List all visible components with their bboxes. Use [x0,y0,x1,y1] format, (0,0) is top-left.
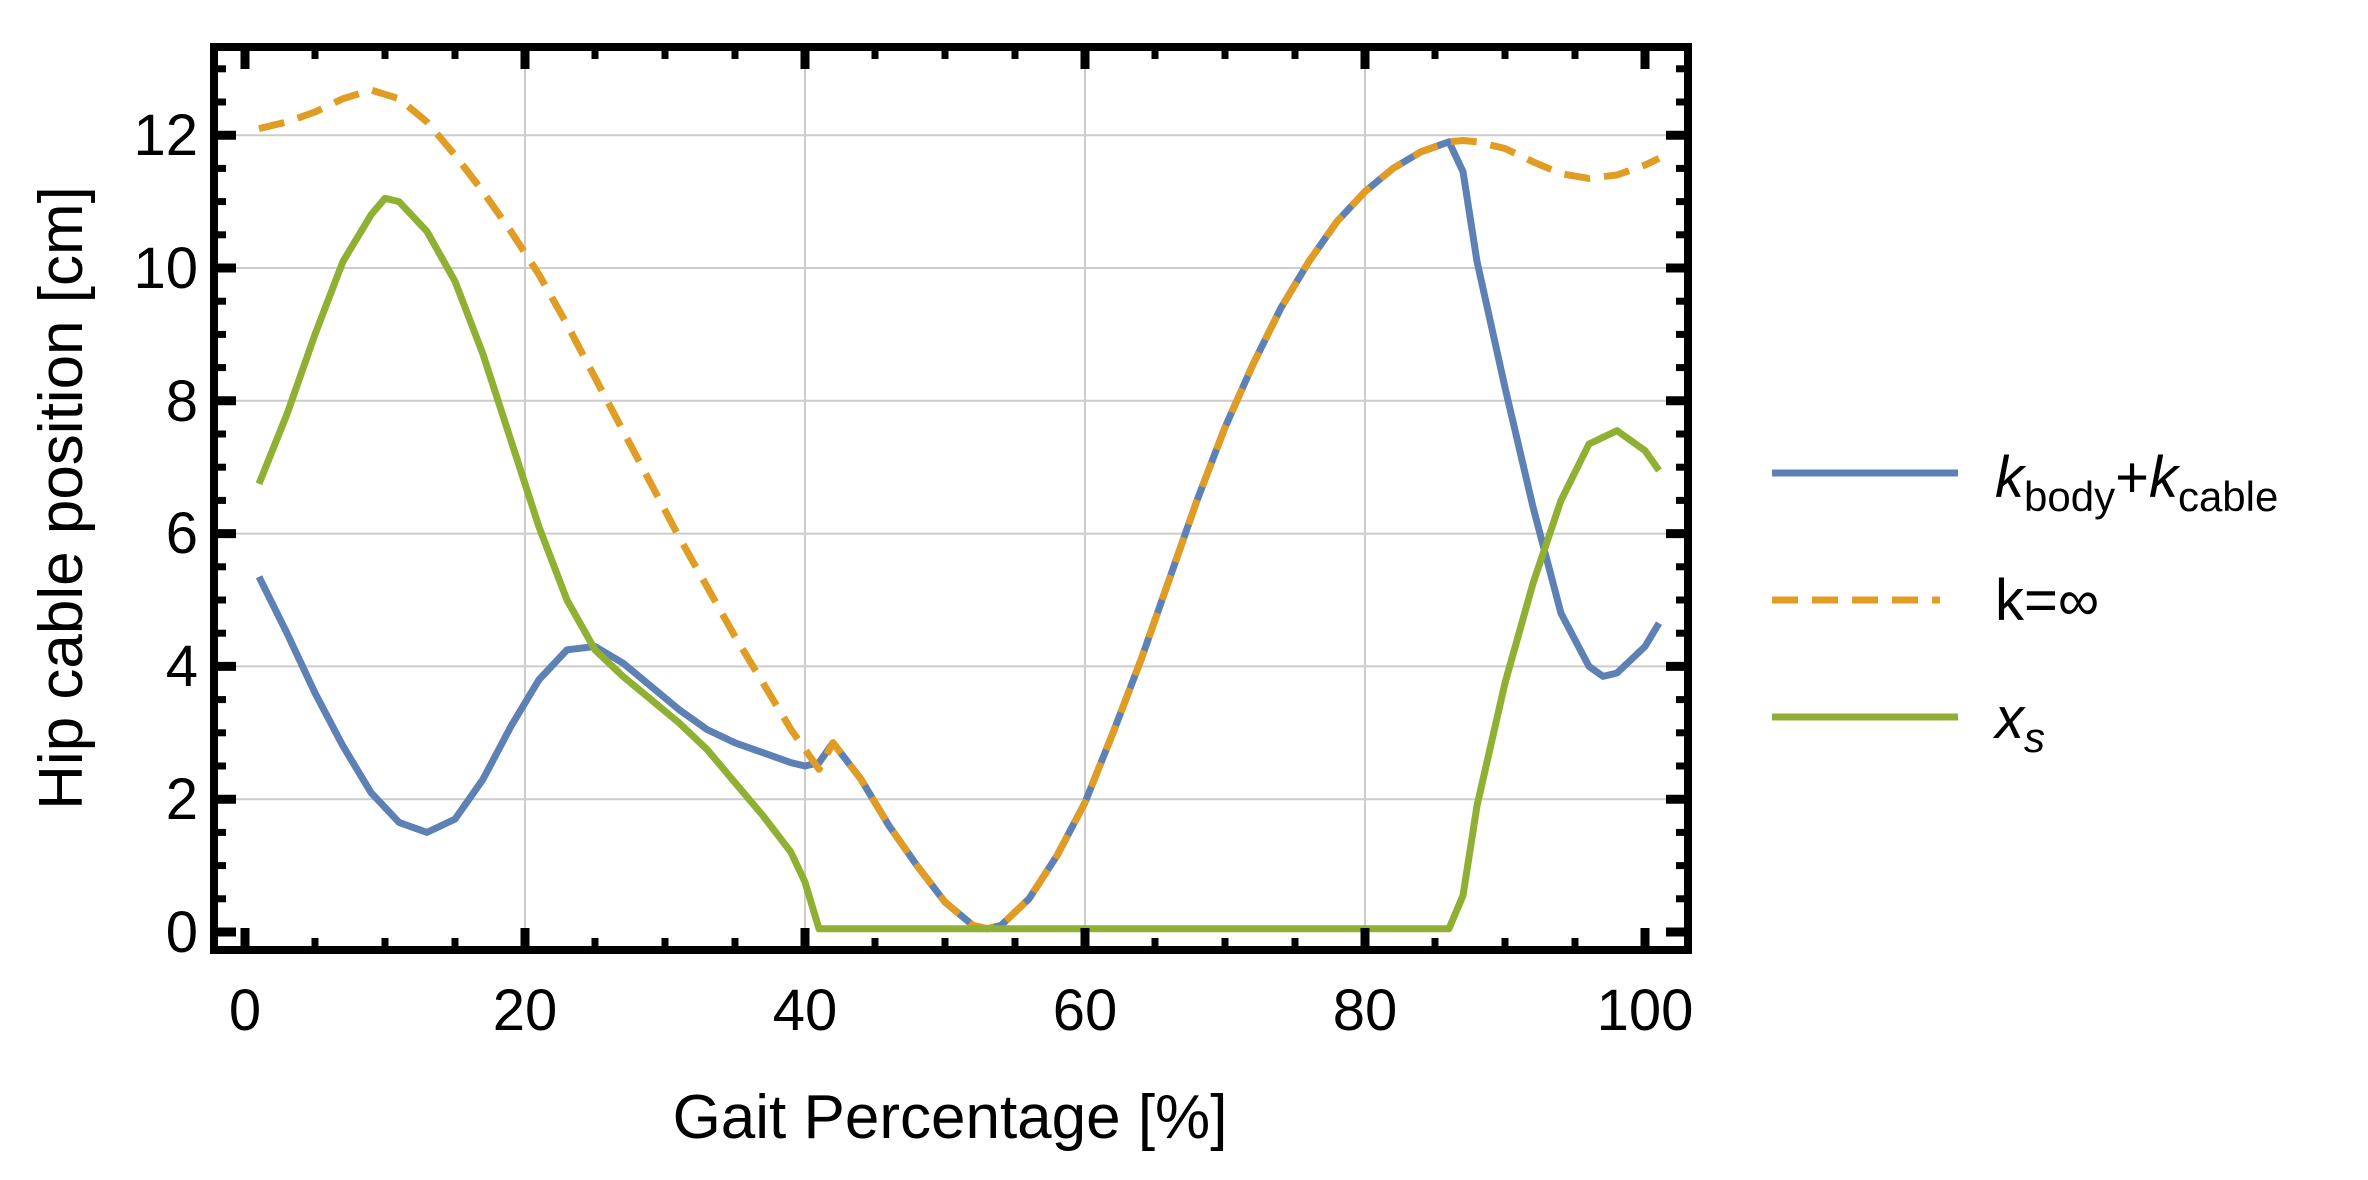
grid-lines [214,47,1688,950]
y-tick-label: 2 [166,767,198,832]
y-tick-label: 0 [166,900,198,965]
y-tick-label: 12 [133,103,198,168]
y-axis-tick-labels: 0 2 4 6 8 10 12 [133,103,198,965]
x-tick-label: 20 [493,978,558,1043]
x-tick-label: 40 [773,978,838,1043]
y-tick-label: 10 [133,236,198,301]
y-axis-label: Hip cable position [cm] [27,186,96,810]
legend-label-k-infinity: k=∞ [1995,568,2099,633]
plot-area [212,45,1690,950]
data-series [255,86,1663,933]
legend: kbody+kcable k=∞ xs [1772,445,2278,761]
x-tick-label: 80 [1333,978,1398,1043]
y-tick-label: 4 [166,634,198,699]
legend-label-x-s: xs [1992,686,2045,761]
x-axis-tick-labels: 0 20 40 60 80 100 [229,978,1694,1043]
x-axis-label: Gait Percentage [%] [673,1083,1228,1152]
series-x-s [255,194,1662,933]
x-tick-label: 100 [1597,978,1694,1043]
legend-label-k-body-k-cable: kbody+kcable [1995,445,2278,520]
axis-ticks [214,47,1688,950]
y-tick-label: 8 [166,369,198,434]
x-tick-label: 0 [229,978,261,1043]
y-tick-label: 6 [166,501,198,566]
x-tick-label: 60 [1053,978,1118,1043]
